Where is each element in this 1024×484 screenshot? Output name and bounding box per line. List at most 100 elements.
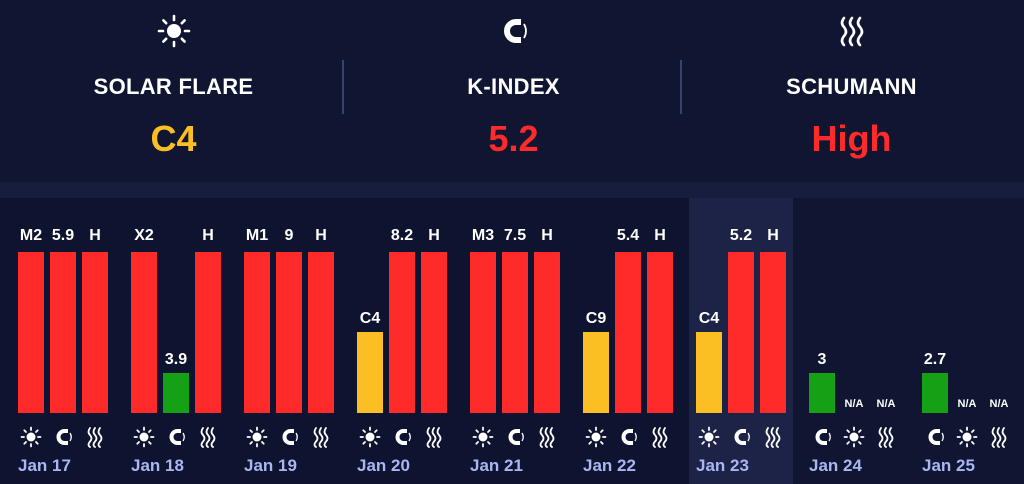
solar-flare-summary: SOLAR FLARE C4 [3,0,344,182]
kindex-value-label: 5.2 [729,227,753,244]
waves-icon [835,14,869,48]
kindex-value-label: 5.9 [51,227,75,244]
kindex-value-label: 7.5 [503,227,527,244]
day-date-label: Jan 20 [357,456,410,475]
forecast-panel [793,198,1024,484]
magnet-icon [165,426,187,448]
solar-value-label: N/A [957,398,977,410]
sun-icon [20,426,42,448]
schumann-value-label: H [767,227,779,244]
solar-bar [244,252,270,413]
sun-icon [843,426,865,448]
magnet-icon [730,426,752,448]
schumann-label: SCHUMANN [786,74,917,99]
kindex-value-label: 8.2 [390,227,414,244]
kindex-bar [809,373,835,413]
solar-value-label: C4 [698,310,720,327]
magnet-icon [391,426,413,448]
day-date-label: Jan 19 [244,456,297,475]
schumann-value-label: H [541,227,553,244]
sun-icon [359,426,381,448]
k-index-summary: K-INDEX 5.2 [343,0,684,182]
magnet-icon [497,14,531,48]
solar-value-label: M3 [471,227,495,244]
solar-flare-label: SOLAR FLARE [93,74,254,99]
day-date-label: Jan 17 [18,456,71,475]
schumann-value-label: H [428,227,440,244]
day-date-label: Jan 23 [696,456,749,475]
day-column[interactable]: C9 5.4 H Jan 22 [576,198,689,484]
schumann-value-label: H [202,227,214,244]
solar-bar [18,252,44,413]
waves-icon [423,426,445,448]
schumann-bar [308,252,334,413]
day-column[interactable]: M1 9 H Jan 19 [237,198,350,484]
schumann-value-label: H [315,227,327,244]
solar-bar [131,252,157,413]
sun-icon [133,426,155,448]
kindex-value-label: 2.7 [923,351,947,368]
schumann-bar [195,252,221,413]
kindex-bar [163,373,189,413]
day-date-label: Jan 24 [809,456,862,475]
schumann-bar [82,252,108,413]
schumann-bar [760,252,786,413]
solar-value-label: N/A [844,398,864,410]
waves-icon [762,426,784,448]
magnet-icon [52,426,74,448]
day-column[interactable]: 2.7 N/A N/A Jan 25 [915,198,1024,484]
kindex-value-label: 5.4 [616,227,640,244]
day-column[interactable]: C4 5.2 H Jan 23 [689,198,786,484]
kindex-bar [50,252,76,413]
day-date-label: Jan 22 [583,456,636,475]
day-column[interactable]: M3 7.5 H Jan 21 [463,198,576,484]
solar-bar [470,252,496,413]
header-separator [0,182,1024,198]
day-date-label: Jan 18 [131,456,184,475]
kindex-value-label: 3.9 [164,351,188,368]
waves-icon [197,426,219,448]
solar-flare-value: C4 [150,118,197,159]
day-column[interactable]: C4 8.2 H Jan 20 [350,198,463,484]
solar-bar [696,332,722,413]
header-summary: SOLAR FLARE C4 K-INDEX 5.2 SCHU [0,0,1024,182]
k-index-label: K-INDEX [467,74,560,99]
waves-icon [84,426,106,448]
sun-icon [585,426,607,448]
solar-value-label: C4 [359,310,381,327]
sun-icon [246,426,268,448]
solar-value-label: X2 [134,227,154,244]
header-divider [680,60,682,114]
schumann-value-label: N/A [876,398,896,410]
schumann-value-label: H [654,227,666,244]
magnet-icon [617,426,639,448]
day-column[interactable]: M2 5.9 H Jan 17 [11,198,124,484]
waves-icon [875,426,897,448]
solar-bar [583,332,609,413]
solar-value-label: M2 [19,227,43,244]
schumann-bar [647,252,673,413]
kindex-value-label: 9 [284,227,294,244]
schumann-bar [534,252,560,413]
waves-icon [988,426,1010,448]
solar-value-label: C9 [585,310,607,327]
kindex-bar [615,252,641,413]
day-date-label: Jan 25 [922,456,975,475]
schumann-summary: SCHUMANN High [681,0,1022,182]
k-index-value: 5.2 [488,118,539,159]
day-column[interactable]: 3 N/A N/A Jan 24 [802,198,915,484]
schumann-value-label: H [89,227,101,244]
past-days-panel [0,198,689,484]
solar-bar [357,332,383,413]
day-column[interactable]: X2 3.9 H Jan 18 [124,198,237,484]
waves-icon [310,426,332,448]
waves-icon [536,426,558,448]
solar-value-label: M1 [245,227,269,244]
schumann-bar [421,252,447,413]
kindex-bar [276,252,302,413]
waves-icon [649,426,671,448]
day-date-label: Jan 21 [470,456,523,475]
schumann-value-label: N/A [989,398,1009,410]
magnet-icon [278,426,300,448]
magnet-icon [924,426,946,448]
